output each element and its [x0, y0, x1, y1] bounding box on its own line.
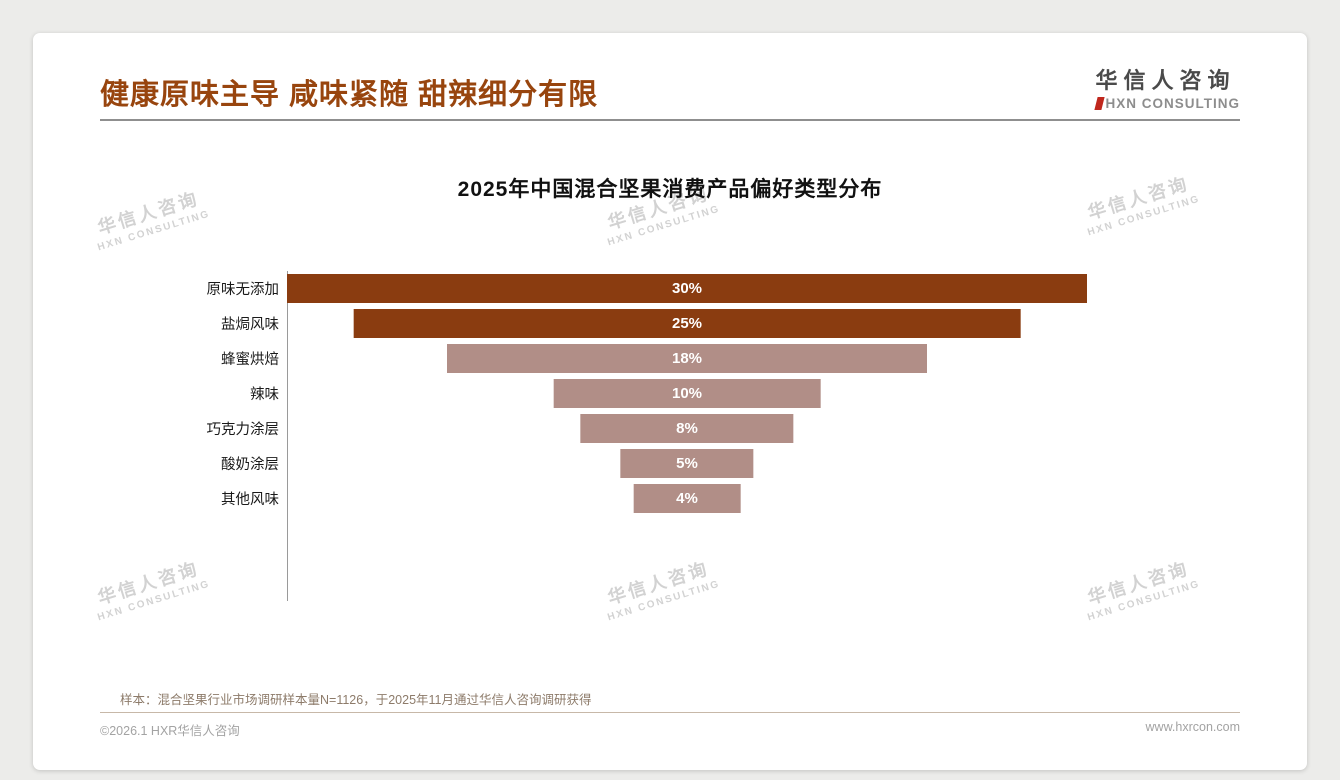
watermark-line1: 华信人咨询	[95, 558, 202, 609]
chart-row: 原味无添加 30%	[100, 271, 1160, 306]
logo-cn-text: 华信人咨询	[1095, 69, 1236, 94]
logo-red-accent-icon	[1093, 97, 1105, 110]
chart-row: 其他风味 4%	[100, 481, 1160, 516]
funnel-bar: 5%	[620, 449, 754, 478]
funnel-bar: 10%	[553, 379, 821, 408]
funnel-bar: 25%	[353, 309, 1021, 338]
chart-row: 辣味 10%	[100, 376, 1160, 411]
chart-row: 盐焗风味 25%	[100, 306, 1160, 341]
category-label: 蜂蜜烘焙	[221, 352, 279, 368]
watermark-line1: 华信人咨询	[1085, 558, 1192, 609]
chart-row: 蜂蜜烘焙 18%	[100, 341, 1160, 376]
watermark-line2: HXN CONSULTING	[606, 203, 722, 249]
slide-card: 华信人咨询 HXN CONSULTING 华信人咨询 HXN CONSULTING 华信…	[33, 33, 1307, 770]
watermark-line2: HXN CONSULTING	[606, 578, 722, 624]
logo-en-row: HXN CONSULTING	[1093, 96, 1241, 111]
company-logo: 华信人咨询 HXN CONSULTING	[1093, 63, 1241, 111]
bar-value-label: 18%	[671, 350, 703, 367]
y-axis-line	[287, 271, 288, 601]
category-label: 辣味	[250, 387, 279, 403]
bar-value-label: 10%	[671, 385, 703, 402]
chart-row: 酸奶涂层 5%	[100, 446, 1160, 481]
watermark-line2: HXN CONSULTING	[96, 208, 212, 254]
bar-value-label: 5%	[676, 455, 698, 472]
bar-area: 18%	[287, 344, 1087, 373]
brand-watermark: 华信人咨询 HXN CONSULTING	[1078, 553, 1202, 624]
funnel-bar: 30%	[287, 274, 1087, 303]
chart-title: 2025年中国混合坚果消费产品偏好类型分布	[457, 178, 883, 201]
category-label: 巧克力涂层	[206, 422, 280, 438]
bar-area: 4%	[287, 484, 1087, 513]
category-label: 原味无添加	[206, 282, 280, 298]
footer: ©2026.1 HXR华信人咨询 www.hxrcon.com	[100, 720, 1240, 739]
brand-watermark: 华信人咨询 HXN CONSULTING	[88, 553, 212, 624]
bar-area: 10%	[287, 379, 1087, 408]
funnel-bar: 18%	[447, 344, 927, 373]
bar-value-label: 25%	[671, 315, 703, 332]
bar-value-label: 4%	[676, 490, 698, 507]
category-label: 酸奶涂层	[221, 457, 279, 473]
website-text: www.hxrcon.com	[1145, 720, 1240, 734]
copyright-text: ©2026.1 HXR华信人咨询	[100, 724, 240, 738]
funnel-chart: 原味无添加 30% 盐焗风味 25% 蜂蜜烘焙 18% 辣味 10% 巧克力涂层 8% 酸奶涂层 5%…	[100, 271, 1160, 601]
funnel-bar: 8%	[580, 414, 794, 443]
brand-watermark: 华信人咨询 HXN CONSULTING	[598, 553, 722, 624]
watermark-line2: HXN CONSULTING	[96, 578, 212, 624]
chart-row: 巧克力涂层 8%	[100, 411, 1160, 446]
chart-rows: 原味无添加 30% 盐焗风味 25% 蜂蜜烘焙 18% 辣味 10% 巧克力涂层 8% 酸奶涂层 5%…	[100, 271, 1160, 516]
footer-divider	[100, 712, 1240, 713]
logo-en-text: HXN CONSULTING	[1105, 96, 1240, 111]
bar-value-label: 30%	[671, 280, 703, 297]
sample-note: 样本：混合坚果行业市场调研样本量N=1126，于2025年11月通过华信人咨询调…	[120, 693, 592, 707]
funnel-bar: 4%	[633, 484, 741, 513]
watermark-line2: HXN CONSULTING	[1086, 578, 1202, 624]
bar-value-label: 8%	[676, 420, 698, 437]
bar-area: 5%	[287, 449, 1087, 478]
page-title: 健康原味主导 咸味紧随 甜辣细分有限	[100, 79, 599, 111]
bar-area: 30%	[287, 274, 1087, 303]
header-divider	[100, 119, 1240, 121]
category-label: 盐焗风味	[221, 317, 279, 333]
bar-area: 25%	[287, 309, 1087, 338]
watermark-line1: 华信人咨询	[605, 558, 712, 609]
bar-area: 8%	[287, 414, 1087, 443]
category-label: 其他风味	[221, 492, 279, 508]
